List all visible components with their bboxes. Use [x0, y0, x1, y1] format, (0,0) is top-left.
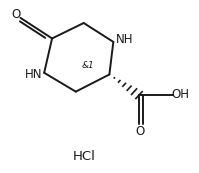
Text: NH: NH	[115, 33, 133, 46]
Text: OH: OH	[171, 88, 189, 101]
Text: &1: &1	[81, 61, 94, 70]
Text: O: O	[11, 8, 20, 21]
Text: HN: HN	[24, 68, 42, 81]
Text: HCl: HCl	[72, 150, 95, 163]
Text: O: O	[135, 125, 145, 138]
